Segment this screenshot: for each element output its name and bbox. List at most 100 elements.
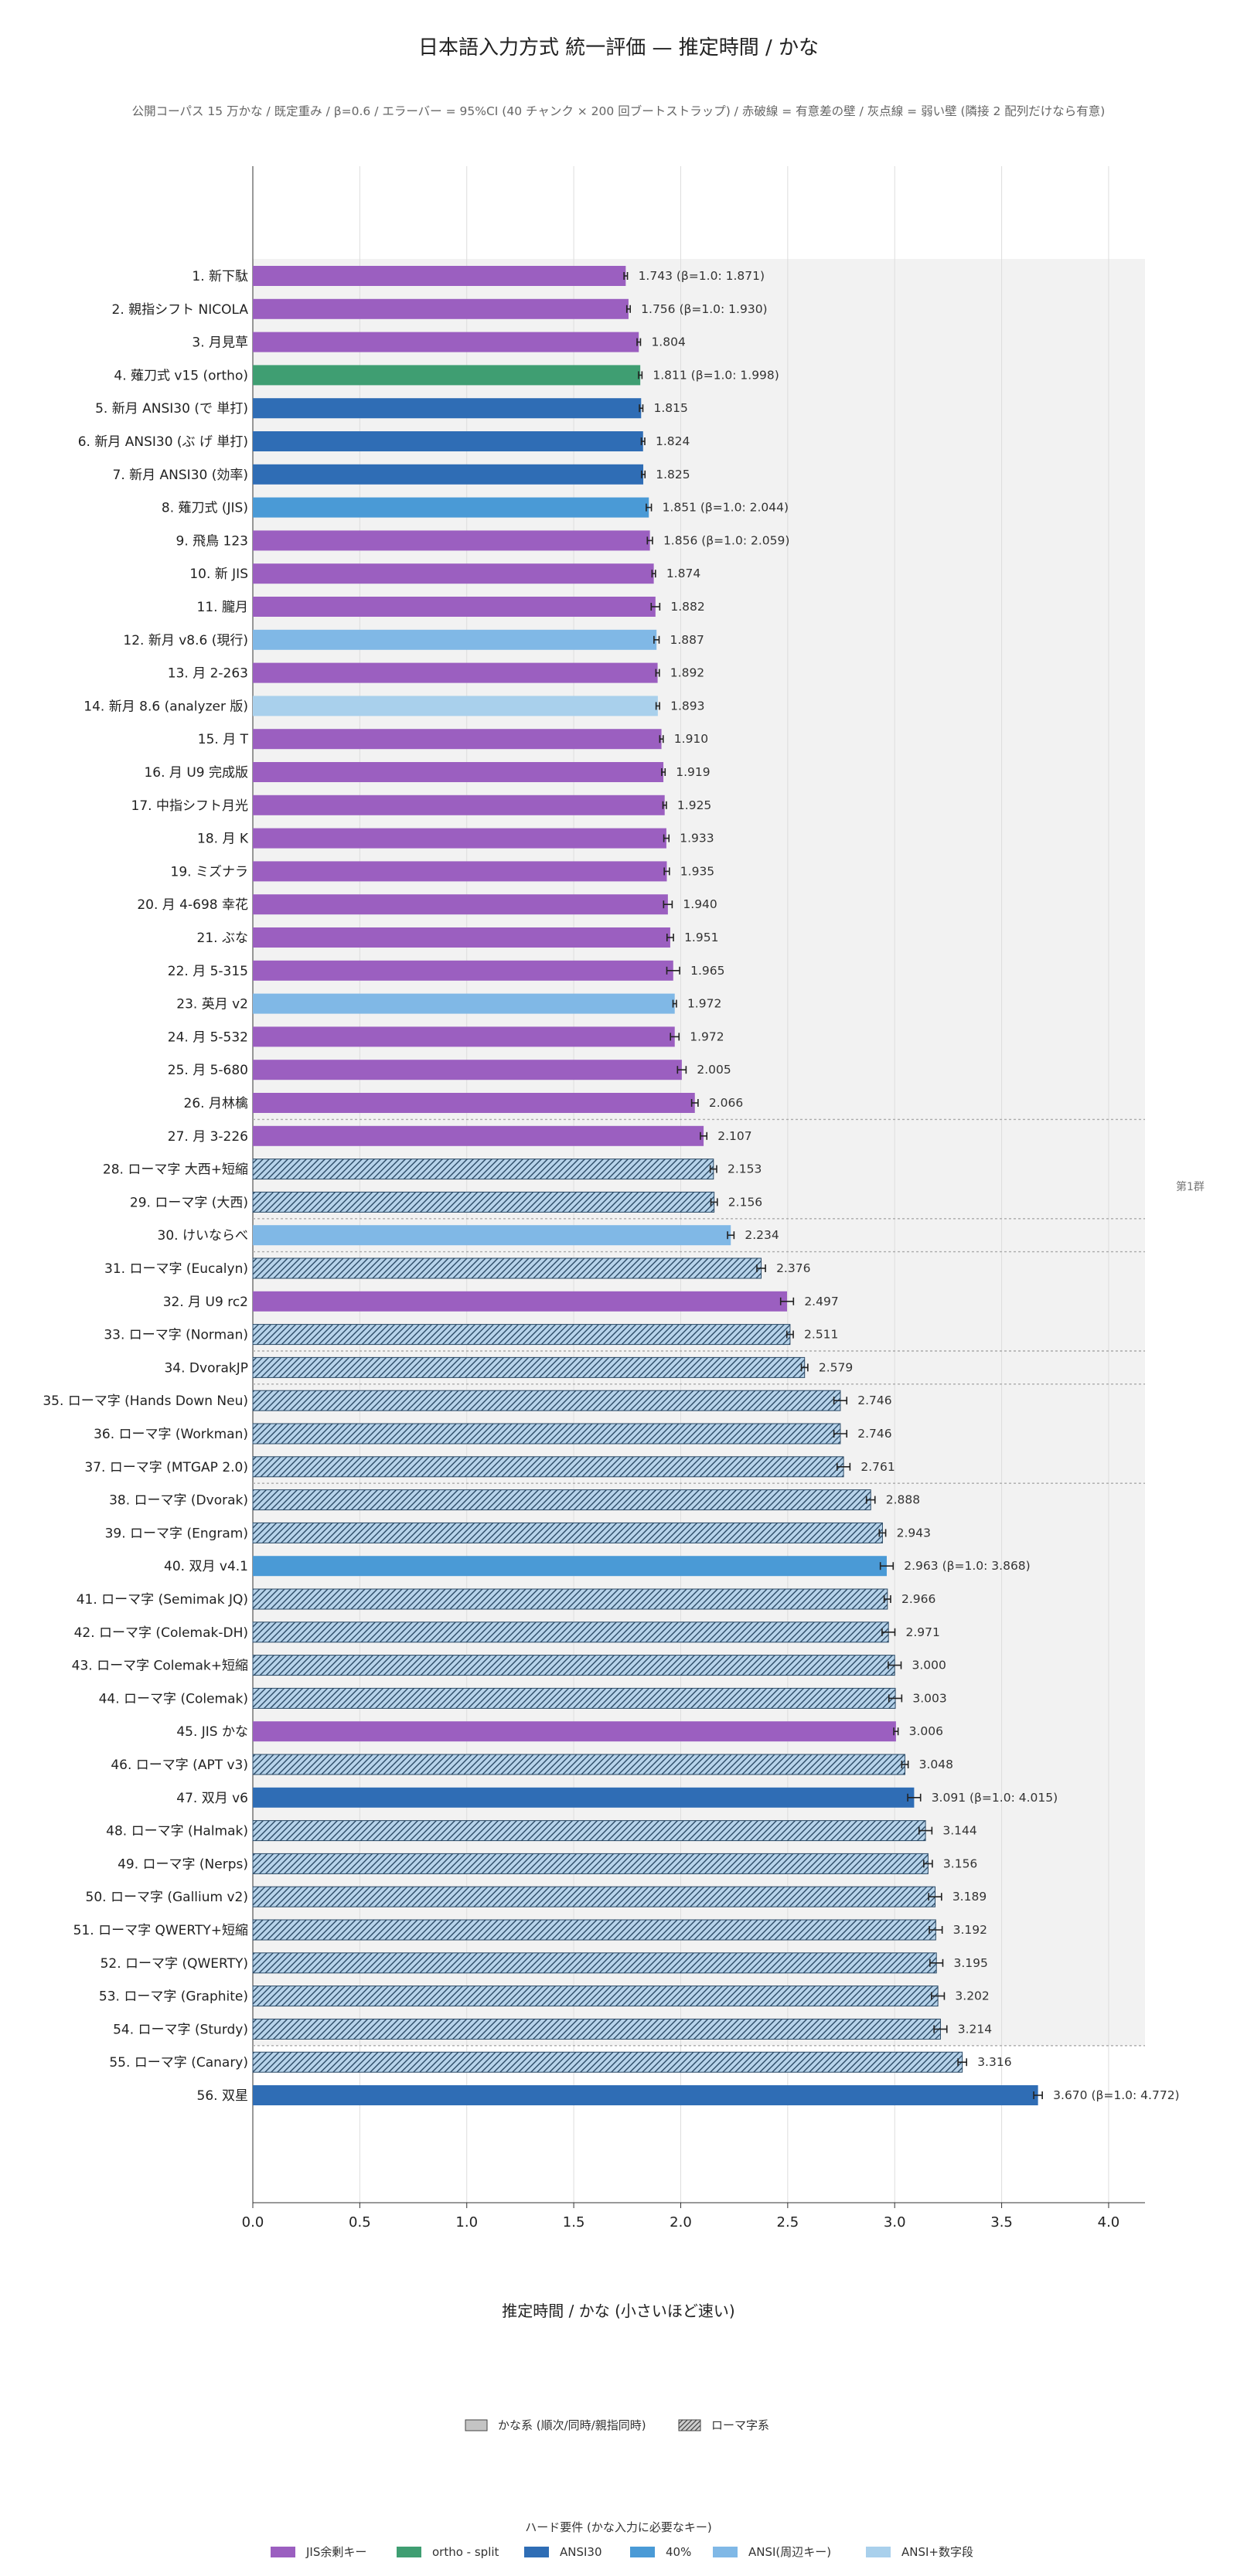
category-label: 50. ローマ字 (Gallium v2): [86, 1890, 248, 1905]
category-label: 56. 双星: [197, 2088, 248, 2104]
bar: [253, 332, 639, 352]
data-label: 2.971: [905, 1625, 939, 1639]
bar: [253, 1721, 896, 1742]
bar: [252, 1655, 895, 1676]
data-label: 1.815: [653, 401, 687, 415]
category-label: 9. 飛鳥 123: [176, 533, 248, 549]
category-label: 32. 月 U9 rc2: [163, 1295, 248, 1310]
category-label: 31. ローマ字 (Eucalyn): [104, 1261, 248, 1277]
x-tick-label: 4.0: [1098, 2214, 1120, 2231]
group-label: 第1群: [1176, 1180, 1205, 1193]
data-label: 2.579: [819, 1360, 853, 1374]
category-label: 21. ぶな: [197, 931, 248, 946]
bar: [252, 1986, 939, 2007]
data-label: 1.811 (β=1.0: 1.998): [653, 368, 779, 382]
legend-swatch: [397, 2547, 421, 2557]
bar: [252, 1423, 841, 1445]
data-label: 1.892: [670, 666, 704, 680]
bar: [253, 629, 657, 650]
bar: [252, 1324, 791, 1346]
data-label: 3.316: [977, 2055, 1011, 2069]
category-label: 20. 月 4-698 幸花: [137, 897, 248, 913]
bar: [253, 497, 649, 518]
bar: [252, 1390, 841, 1411]
x-tick-label: 0.5: [349, 2214, 371, 2231]
data-label: 3.192: [953, 1923, 987, 1937]
data-label: 2.888: [886, 1493, 920, 1507]
data-label: 1.756 (β=1.0: 1.930): [641, 302, 767, 316]
data-label: 3.000: [912, 1659, 946, 1673]
bar: [253, 1060, 682, 1080]
category-label: 27. 月 3-226: [168, 1129, 248, 1145]
bar: [252, 2018, 941, 2040]
data-label: 3.006: [909, 1724, 943, 1738]
x-tick-label: 0.0: [242, 2214, 264, 2231]
bar: [253, 993, 675, 1014]
bar: [252, 1621, 889, 1643]
bar: [253, 398, 642, 419]
category-label: 1. 新下駄: [192, 269, 248, 284]
category-label: 29. ローマ字 (大西): [130, 1195, 248, 1210]
category-label: 40. 双月 v4.1: [164, 1559, 248, 1574]
category-label: 18. 月 K: [197, 832, 249, 847]
data-label: 1.743 (β=1.0: 1.871): [639, 269, 765, 283]
data-label: 1.874: [666, 567, 700, 580]
legend-label: ANSI+数字段: [901, 2545, 973, 2559]
legend-swatch: [630, 2547, 655, 2557]
legend-label: ローマ字系: [711, 2418, 769, 2432]
legend-label: かな系 (順次/同時/親指同時): [498, 2418, 646, 2432]
category-label: 35. ローマ字 (Hands Down Neu): [43, 1393, 248, 1409]
legend-hw-title: ハード要件 (かな入力に必要なキー): [525, 2520, 711, 2534]
data-label: 1.972: [690, 1029, 724, 1043]
data-label: 3.202: [955, 1989, 989, 2003]
x-tick-label: 3.0: [884, 2214, 906, 2231]
bar: [253, 894, 668, 915]
data-label: 1.951: [684, 931, 718, 944]
bar: [253, 563, 654, 584]
bar: [253, 266, 626, 286]
bar: [253, 1125, 704, 1146]
data-label: 2.234: [745, 1228, 779, 1242]
category-label: 33. ローマ字 (Norman): [104, 1328, 248, 1343]
category-label: 48. ローマ字 (Halmak): [106, 1824, 248, 1839]
bar: [252, 1522, 883, 1543]
category-label: 23. 英月 v2: [176, 997, 248, 1012]
chart-subtitle: 公開コーパス 15 万かな / 既定重み / β=0.6 / エラーバー = 9…: [132, 104, 1106, 118]
category-label: 10. 新 JIS: [189, 567, 248, 582]
x-tick-label: 2.0: [670, 2214, 692, 2231]
category-label: 36. ローマ字 (Workman): [94, 1427, 248, 1442]
data-label: 2.497: [804, 1295, 838, 1308]
legend-swatch: [678, 2419, 701, 2431]
bar: [253, 1291, 788, 1312]
bar: [252, 2051, 963, 2073]
bar: [253, 1225, 731, 1246]
category-label: 41. ローマ字 (Semimak JQ): [77, 1592, 248, 1608]
bar: [252, 1820, 926, 1842]
data-label: 2.153: [728, 1162, 762, 1176]
data-label: 3.214: [958, 2022, 992, 2036]
category-label: 49. ローマ字 (Nerps): [118, 1856, 248, 1872]
category-label: 42. ローマ字 (Colemak-DH): [74, 1625, 248, 1641]
bar: [253, 530, 650, 551]
bar: [253, 464, 644, 485]
bar: [253, 1787, 915, 1808]
bar: [253, 927, 670, 948]
data-label: 2.005: [697, 1063, 731, 1077]
data-label: 3.670 (β=1.0: 4.772): [1053, 2088, 1179, 2102]
category-label: 47. 双月 v6: [176, 1791, 248, 1806]
bar: [253, 861, 667, 882]
bar: [253, 597, 656, 617]
bar: [252, 1853, 929, 1874]
bar: [253, 1556, 887, 1577]
category-label: 6. 新月 ANSI30 (ぶ げ 単打): [78, 434, 248, 450]
bar: [253, 1093, 695, 1113]
category-label: 25. 月 5-680: [168, 1063, 248, 1078]
category-label: 5. 新月 ANSI30 (で 単打): [95, 401, 248, 417]
data-label: 1.925: [677, 798, 711, 812]
data-label: 3.156: [943, 1856, 977, 1870]
category-label: 34. DvorakJP: [164, 1360, 248, 1376]
bar: [252, 1456, 844, 1478]
data-label: 2.761: [860, 1460, 895, 1474]
category-label: 45. JIS かな: [176, 1724, 248, 1740]
